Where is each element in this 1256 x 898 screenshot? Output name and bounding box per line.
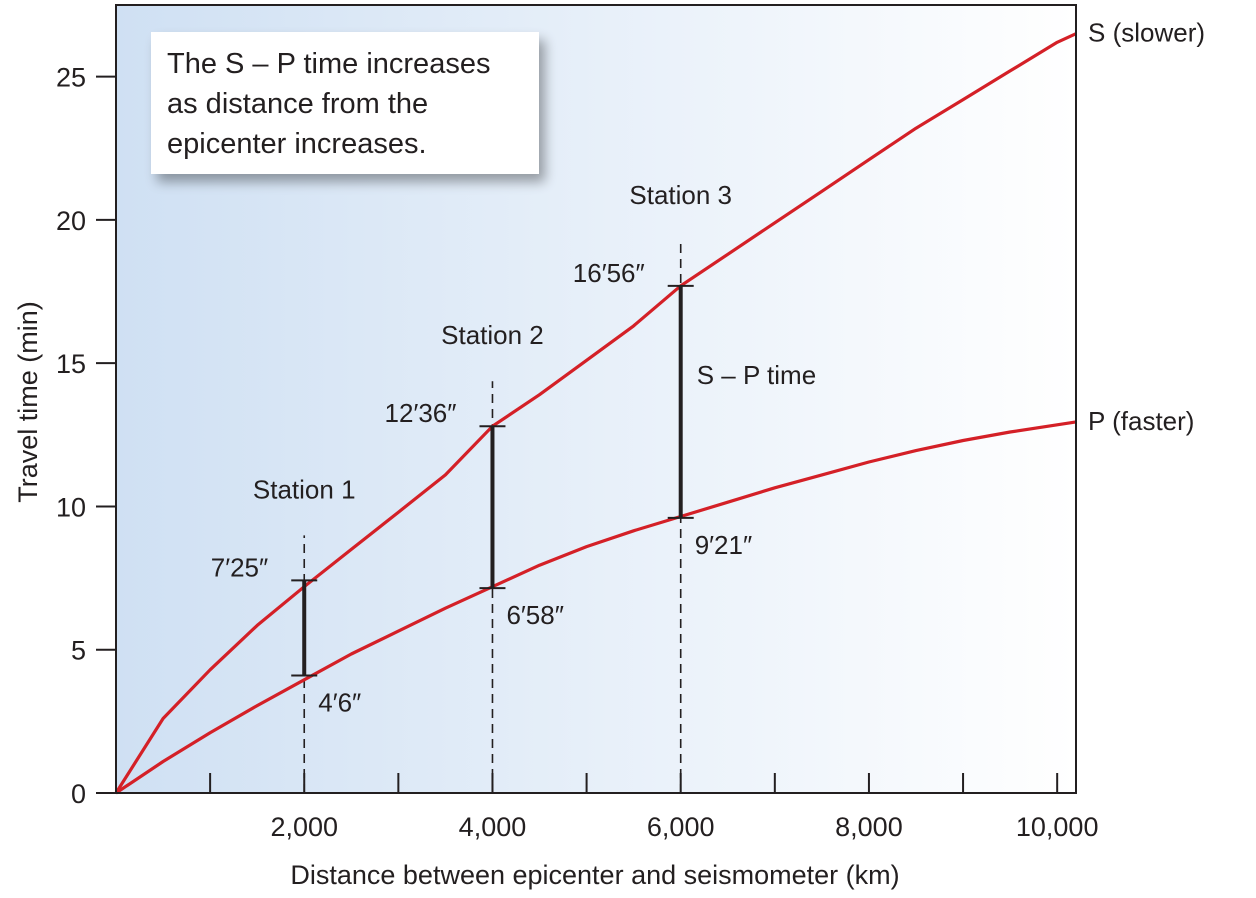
series-line-s-wave [114,32,1077,794]
station-3-s-time-label: 16′56″ [573,258,645,288]
series-line-p-wave [115,420,1077,795]
annotation-line-1: The S – P time increases [167,48,490,80]
plot-frame [115,4,1077,794]
x-minor-ticks [209,773,965,793]
series-label-s-wave: S (slower) [1088,18,1205,48]
annotation-line-3: epicenter increases. [167,128,427,160]
annotation-box: The S – P time increases as distance fro… [151,32,539,174]
x-tick-label-2000: 2,000 [270,812,338,842]
annotation-box-bg [151,32,539,174]
y-tick-label-20: 20 [56,206,86,236]
station-3-p-time-label: 9′21″ [695,530,752,560]
station-1-p-time-label: 4′6″ [318,688,361,718]
y-tick-label-15: 15 [56,349,86,379]
y-axis-ticks: 0 5 10 15 20 25 [56,63,116,809]
y-tick-label-0: 0 [71,779,86,809]
series-lines [114,32,1077,795]
x-tick-label-4000: 4,000 [459,812,527,842]
series-label-p-wave: P (faster) [1088,406,1194,436]
y-tick-label-10: 10 [56,492,86,522]
x-tick-label-10000: 10,000 [1016,812,1099,842]
station-sp-bars [291,284,694,677]
sp-time-label: S – P time [697,360,816,390]
station-3-label: Station 3 [629,180,732,210]
station-2-label: Station 2 [441,320,544,350]
x-tick-label-6000: 6,000 [647,812,715,842]
y-tick-label-5: 5 [71,636,86,666]
x-axis-label: Distance between epicenter and seismomet… [290,860,899,890]
annotation-line-2: as distance from the [167,88,428,120]
y-axis-label: Travel time (min) [13,301,43,503]
station-2-s-time-label: 12′36″ [385,398,457,428]
x-tick-label-8000: 8,000 [835,812,903,842]
station-1-s-time-label: 7′25″ [211,552,268,582]
station-2-p-time-label: 6′58″ [506,600,563,630]
station-1-label: Station 1 [253,474,356,504]
y-tick-label-25: 25 [56,63,86,93]
chart-labels: S (slower) P (faster) Station 1 7′25″ 4′6″ St… [211,18,1205,718]
